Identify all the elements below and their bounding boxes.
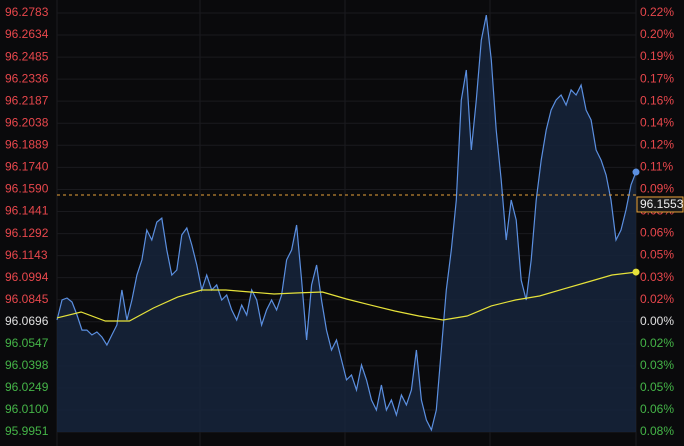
y2-tick-label: 0.17%: [640, 71, 674, 85]
y-tick-label: 96.0100: [5, 402, 49, 416]
y2-tick-label: 0.05%: [640, 380, 674, 394]
y-tick-label: 96.1143: [5, 248, 48, 262]
y-tick-label: 96.1740: [5, 159, 49, 173]
area: [57, 15, 636, 432]
y-tick-label: 96.2783: [5, 5, 49, 19]
line: [56, 14, 637, 432]
y2-tick-label: 0.05%: [640, 248, 674, 262]
y2-tick-label: 0.12%: [640, 137, 674, 151]
y-tick-label: 96.0994: [5, 270, 49, 284]
y-tick-label: 96.0249: [5, 380, 49, 394]
y2-tick-label: 0.19%: [640, 49, 674, 63]
current-price-label: 96.1553: [640, 197, 684, 211]
line: [56, 271, 637, 322]
y-tick-label: 96.2485: [5, 49, 49, 63]
y-tick-label: 96.1889: [5, 137, 49, 151]
y2-tick-label: 0.00%: [640, 314, 674, 328]
y-tick-label: 96.1441: [5, 204, 49, 218]
y-tick-label: 96.2336: [5, 71, 49, 85]
y-tick-label: 96.0845: [5, 292, 49, 306]
y2-tick-label: 0.03%: [640, 358, 674, 372]
y2-tick-label: 0.02%: [640, 292, 674, 306]
end-dot: [632, 268, 640, 276]
y2-tick-label: 0.06%: [640, 226, 674, 240]
y2-tick-label: 0.06%: [640, 402, 674, 416]
y-tick-label: 96.0696: [5, 314, 49, 328]
y2-tick-label: 0.22%: [640, 5, 674, 19]
y-tick-label: 96.1590: [5, 182, 49, 196]
y2-tick-label: 0.16%: [640, 93, 674, 107]
end-dot: [632, 168, 640, 176]
y2-tick-label: 0.08%: [640, 424, 674, 438]
y2-tick-label: 0.02%: [640, 336, 674, 350]
y2-tick-label: 0.03%: [640, 270, 674, 284]
y-tick-label: 96.2634: [5, 27, 49, 41]
y2-tick-label: 0.11%: [640, 159, 673, 173]
y2-tick-label: 0.20%: [640, 27, 674, 41]
y-tick-label: 96.2187: [5, 93, 49, 107]
current-price-box: [636, 196, 684, 213]
y-tick-label: 96.0398: [5, 358, 49, 372]
y2-tick-label: 0.09%: [640, 182, 674, 196]
y-tick-label: 96.2038: [5, 115, 49, 129]
y-tick-label: 96.0547: [5, 336, 49, 350]
y-tick-label: 96.1292: [5, 226, 49, 240]
y2-tick-label: 0.14%: [640, 115, 674, 129]
y-tick-label: 95.9951: [5, 424, 49, 438]
